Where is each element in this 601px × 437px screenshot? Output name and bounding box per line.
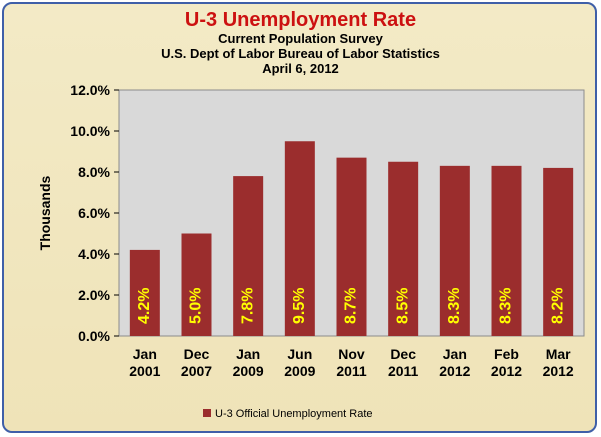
- bar: [388, 161, 419, 336]
- y-tick-label: 6.0%: [78, 205, 110, 221]
- legend-swatch: [203, 409, 211, 417]
- y-tick-label: 12.0%: [70, 82, 110, 98]
- x-tick-label-month: Mar: [546, 346, 571, 362]
- bar: [543, 167, 574, 336]
- x-tick-label-month: Dec: [390, 346, 416, 362]
- y-tick-label: 2.0%: [78, 287, 110, 303]
- bar-value-label: 9.5%: [291, 288, 308, 324]
- bar-value-label: 4.2%: [136, 288, 153, 324]
- bar-value-label: 8.5%: [394, 288, 411, 324]
- x-tick-label-year: 2012: [439, 363, 470, 379]
- y-tick-label: 4.0%: [78, 246, 110, 262]
- chart-subtitle-survey: Current Population Survey: [218, 31, 383, 46]
- x-tick-label-year: 2001: [129, 363, 160, 379]
- bar-value-label: 8.7%: [343, 288, 360, 324]
- x-tick-label-month: Jan: [133, 346, 157, 362]
- x-tick-label-year: 2007: [181, 363, 212, 379]
- y-tick-label: 8.0%: [78, 164, 110, 180]
- x-tick-label-month: Jan: [443, 346, 467, 362]
- chart-subtitle-date: April 6, 2012: [262, 61, 339, 76]
- x-tick-label-year: 2009: [233, 363, 264, 379]
- bar-value-label: 5.0%: [188, 288, 205, 324]
- x-tick-label-year: 2012: [491, 363, 522, 379]
- bar-value-label: 7.8%: [239, 288, 256, 324]
- bar-value-label: 8.3%: [498, 288, 515, 324]
- x-tick-label-month: Feb: [494, 346, 519, 362]
- bar: [336, 157, 367, 336]
- x-tick-label-year: 2009: [284, 363, 315, 379]
- bar: [233, 176, 264, 336]
- y-tick-label: 10.0%: [70, 123, 110, 139]
- x-tick-label-month: Jun: [287, 346, 312, 362]
- bar-value-label: 8.2%: [549, 288, 566, 324]
- bar: [491, 165, 522, 336]
- bar-value-label: 8.3%: [446, 288, 463, 324]
- bar: [439, 165, 470, 336]
- bar: [181, 233, 212, 336]
- legend-label: U-3 Official Unemployment Rate: [215, 408, 373, 420]
- y-tick-label: 0.0%: [78, 328, 110, 344]
- y-axis-label: Thousands: [37, 175, 53, 250]
- x-tick-label-month: Jan: [236, 346, 260, 362]
- x-tick-label-year: 2011: [336, 363, 367, 379]
- x-tick-label-year: 2012: [543, 363, 574, 379]
- x-tick-label-month: Nov: [338, 346, 365, 362]
- x-tick-label-year: 2011: [388, 363, 419, 379]
- chart-title: U-3 Unemployment Rate: [184, 9, 417, 31]
- bar: [284, 141, 315, 336]
- chart-subtitle-agency: U.S. Dept of Labor Bureau of Labor Stati…: [161, 46, 440, 61]
- bar: [129, 249, 160, 336]
- x-tick-label-month: Dec: [184, 346, 210, 362]
